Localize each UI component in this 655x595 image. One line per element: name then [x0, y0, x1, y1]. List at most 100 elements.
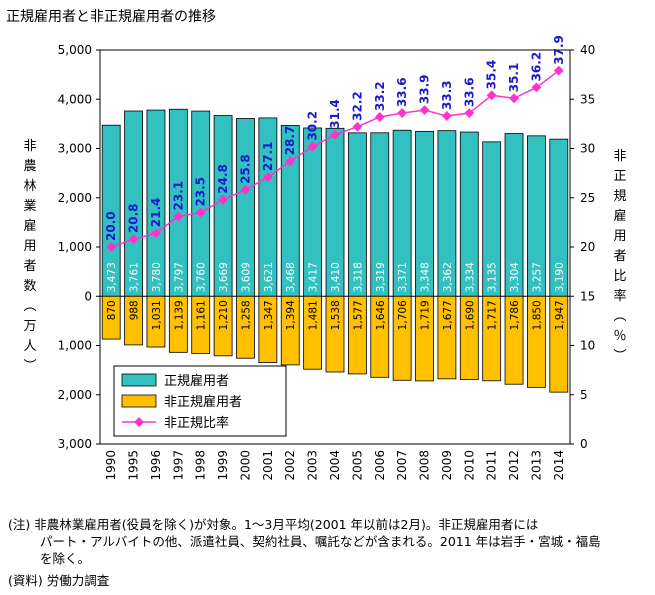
nonregular-bar-label: 1,347 [263, 300, 275, 330]
source-note: (資料) 労働力調査 [8, 573, 110, 588]
ratio-label: 23.1 [171, 181, 185, 211]
ratio-label: 20.0 [104, 211, 118, 241]
regular-bar-label: 3,334 [464, 262, 476, 292]
legend-label: 非正規比率 [164, 415, 229, 431]
nonregular-bar [146, 295, 166, 348]
nonregular-bar [168, 295, 188, 353]
ratio-label: 30.2 [306, 111, 320, 141]
left-axis-tick-label: 5,000 [58, 43, 92, 57]
ratio-label: 35.1 [507, 63, 521, 93]
ratio-point [106, 242, 117, 252]
ratio-point [397, 108, 408, 118]
legend-label: 非正規雇用者 [164, 394, 242, 410]
nonregular-bar-label: 1,706 [397, 300, 409, 330]
ratio-label: 24.8 [216, 164, 230, 194]
nonregular-bar-label: 1,577 [352, 300, 364, 330]
right-axis-tick-label: 30 [580, 142, 595, 156]
x-tick-label: 2007 [395, 450, 409, 481]
ratio-label: 23.5 [194, 177, 208, 207]
x-tick-label: 2006 [373, 450, 387, 481]
nonregular-bar [549, 295, 569, 393]
ratio-point [374, 112, 385, 122]
regular-bar-label: 3,257 [531, 262, 543, 292]
chart-plot: 5,000 4,000 3,000 2,000 1,000 0 1,000 2,000 3,00… [23, 35, 626, 481]
left-axis-tick-label: 4,000 [58, 92, 92, 106]
legend-label: 正規雇用者 [164, 373, 229, 389]
regular-bar-label: 3,621 [263, 262, 275, 292]
nonregular-bar-label: 1,394 [285, 300, 297, 330]
nonregular-bar [280, 295, 300, 366]
regular-bar-label: 3,669 [218, 262, 230, 292]
left-axis-tick-label: 3,000 [58, 437, 92, 451]
ratio-point [352, 121, 363, 132]
regular-bar-label: 3,371 [397, 262, 409, 292]
x-tick-label: 2003 [306, 450, 320, 481]
ratio-point [330, 129, 340, 140]
ratio-label: 33.2 [373, 81, 387, 111]
ratio-point [419, 105, 430, 116]
note-line-2: パート・アルバイトの他、派遣社員、契約社員、嘱託などが含まれる。2011 年は岩… [40, 534, 601, 549]
ratio-label: 25.8 [238, 154, 252, 184]
ratio-label: 33.3 [440, 80, 454, 110]
nonregular-bar-label: 1,031 [151, 300, 163, 330]
ratio-label: 37.9 [552, 35, 566, 65]
x-tick-label: 2014 [552, 450, 566, 481]
note-line-1: (注) 非農林業雇用者(役員を除く)が対象。1～3月平均(2001 年以前は2月… [8, 517, 539, 532]
right-axis-tick-label: 10 [580, 339, 595, 353]
x-tick-label: 2008 [418, 450, 432, 481]
nonregular-bar [347, 295, 367, 375]
regular-bar-label: 3,761 [129, 262, 141, 292]
nonregular-bar [101, 295, 121, 340]
nonregular-bar [437, 295, 457, 380]
x-tick-label: 2011 [485, 450, 499, 481]
regular-bar-label: 3,304 [509, 262, 521, 292]
ratio-label: 27.1 [261, 141, 275, 171]
legend-swatch-ratio-marker [134, 417, 144, 427]
regular-bar-label: 3,473 [106, 262, 118, 292]
nonregular-bar-label: 1,538 [330, 300, 342, 330]
nonregular-bar [370, 295, 390, 378]
nonregular-bar-label: 1,947 [554, 300, 566, 330]
x-tick-label: 2005 [350, 450, 364, 481]
right-axis-tick-label: 25 [580, 191, 595, 205]
ratio-point [218, 194, 229, 205]
legend-swatch-regular [121, 373, 157, 387]
nonregular-bar-label: 1,717 [487, 300, 499, 330]
x-tick-label: 2004 [328, 450, 342, 481]
x-tick-label: 2013 [529, 450, 543, 481]
left-axis-tick-label: 3,000 [58, 142, 92, 156]
ratio-label: 32.2 [350, 91, 364, 121]
ratio-label: 33.6 [462, 77, 476, 107]
x-tick-label: 1996 [149, 450, 163, 481]
x-tick-label: 2009 [440, 450, 454, 481]
x-tick-label: 2012 [507, 450, 521, 481]
nonregular-bar [124, 295, 143, 346]
nonregular-bar-label: 988 [129, 300, 141, 320]
left-axis-tick-label: 2,000 [58, 191, 92, 205]
x-tick-label: 1997 [171, 450, 185, 481]
regular-bar-label: 3,190 [554, 262, 566, 292]
regular-bar-label: 3,609 [240, 262, 252, 292]
regular-bar-label: 3,760 [196, 262, 208, 292]
right-axis-tick-label: 35 [580, 92, 595, 106]
chart-title: 正規雇用者と非正規雇用者の推移 [6, 9, 216, 25]
right-axis-tick-label: 40 [580, 43, 595, 57]
nonregular-bar [303, 295, 323, 370]
ratio-point [285, 156, 296, 167]
nonregular-bar [191, 295, 211, 354]
ratio-label: 33.6 [395, 77, 409, 107]
nonregular-bar-label: 1,677 [442, 300, 454, 330]
ratio-label: 28.7 [283, 126, 297, 156]
nonregular-bar-label: 1,719 [420, 300, 432, 330]
note-line-3: を除く。 [40, 551, 91, 566]
ratio-label: 36.2 [529, 52, 543, 82]
nonregular-bar [325, 295, 345, 373]
ratio-point [128, 234, 139, 245]
x-tick-label: 1995 [127, 450, 141, 481]
ratio-point [531, 82, 542, 93]
nonregular-bar [213, 295, 233, 357]
ratio-point [195, 207, 206, 218]
regular-bar-label: 3,319 [375, 262, 387, 292]
x-tick-label: 2000 [238, 450, 252, 481]
x-tick-label: 2002 [283, 450, 297, 481]
